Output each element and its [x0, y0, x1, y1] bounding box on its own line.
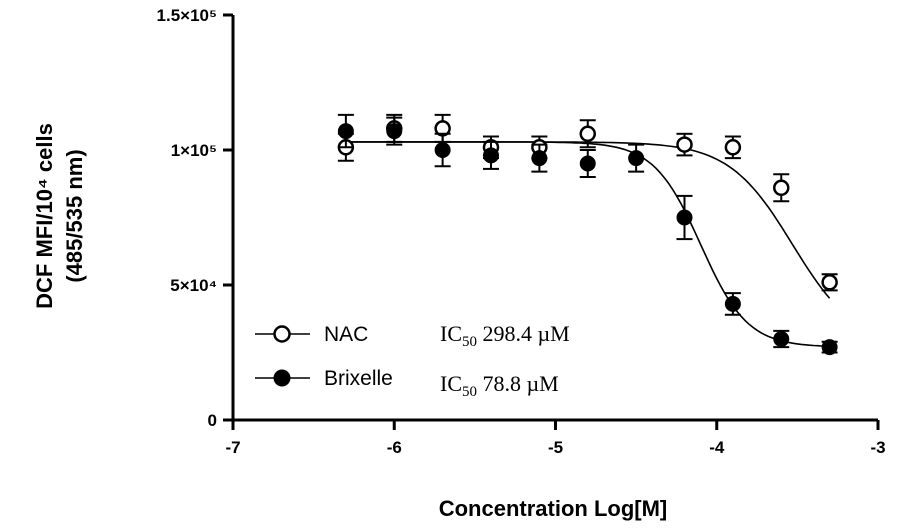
y-tick-label: 1×10⁵ — [171, 141, 217, 160]
y-tick-label: 5×10⁴ — [170, 276, 217, 295]
data-point-brixelle — [725, 296, 740, 311]
data-point-nac — [774, 181, 788, 195]
x-tick-label: -7 — [225, 438, 240, 457]
y-tick-label: 0 — [208, 411, 217, 430]
x-tick-label: -5 — [548, 438, 563, 457]
x-tick-label: -4 — [709, 438, 725, 457]
legend: NAC IC50 298.4 µM Brixelle IC50 78.8 µM — [255, 321, 570, 400]
legend-marker-nac — [275, 327, 290, 342]
data-point-brixelle — [387, 124, 402, 139]
data-point-brixelle — [629, 151, 644, 166]
legend-marker-brixelle — [274, 370, 290, 386]
data-point-nac — [726, 140, 740, 154]
legend-item-brixelle: Brixelle IC50 78.8 µM — [255, 367, 559, 400]
data-point-brixelle — [435, 143, 450, 158]
data-point-nac — [581, 127, 595, 141]
data-points — [338, 115, 838, 355]
data-point-brixelle — [677, 210, 692, 225]
ic50-label-brixelle: IC — [440, 371, 462, 396]
ic50-sub-brixelle: 50 — [462, 384, 477, 400]
data-point-brixelle — [580, 156, 595, 171]
data-point-nac — [823, 275, 837, 289]
x-ticks: -7 -6 -5 -4 -3 — [225, 420, 885, 457]
legend-label-nac: NAC — [324, 323, 368, 346]
ic50-value-brixelle: 78.8 µM — [483, 371, 559, 396]
x-tick-label: -3 — [870, 438, 885, 457]
legend-item-nac: NAC IC50 298.4 µM — [255, 321, 570, 350]
ic50-sub-nac: 50 — [462, 334, 477, 350]
data-point-nac — [678, 138, 692, 152]
x-tick-label: -6 — [387, 438, 402, 457]
data-point-brixelle — [532, 151, 547, 166]
ic50-annotation-brixelle: IC50 78.8 µM — [440, 371, 559, 400]
y-axis-subtitle: (485/535 nm) — [62, 149, 87, 282]
y-ticks: 0 5×10⁴ 1×10⁵ 1.5×10⁵ — [157, 6, 233, 430]
axes — [233, 15, 878, 420]
series-brixelle — [338, 115, 838, 355]
y-axis-title: DCF MFI/10⁴ cells — [32, 123, 57, 309]
x-axis-title: Concentration Log[M] — [439, 496, 668, 521]
data-point-brixelle — [822, 340, 837, 355]
ic50-value-nac: 298.4 µM — [483, 321, 570, 346]
legend-label-brixelle: Brixelle — [324, 367, 393, 390]
data-point-brixelle — [338, 124, 353, 139]
ic50-label-nac: IC — [440, 321, 462, 346]
data-point-brixelle — [484, 148, 499, 163]
ic50-annotation-nac: IC50 298.4 µM — [440, 321, 570, 350]
data-point-brixelle — [774, 332, 789, 347]
y-tick-label: 1.5×10⁵ — [157, 6, 217, 25]
